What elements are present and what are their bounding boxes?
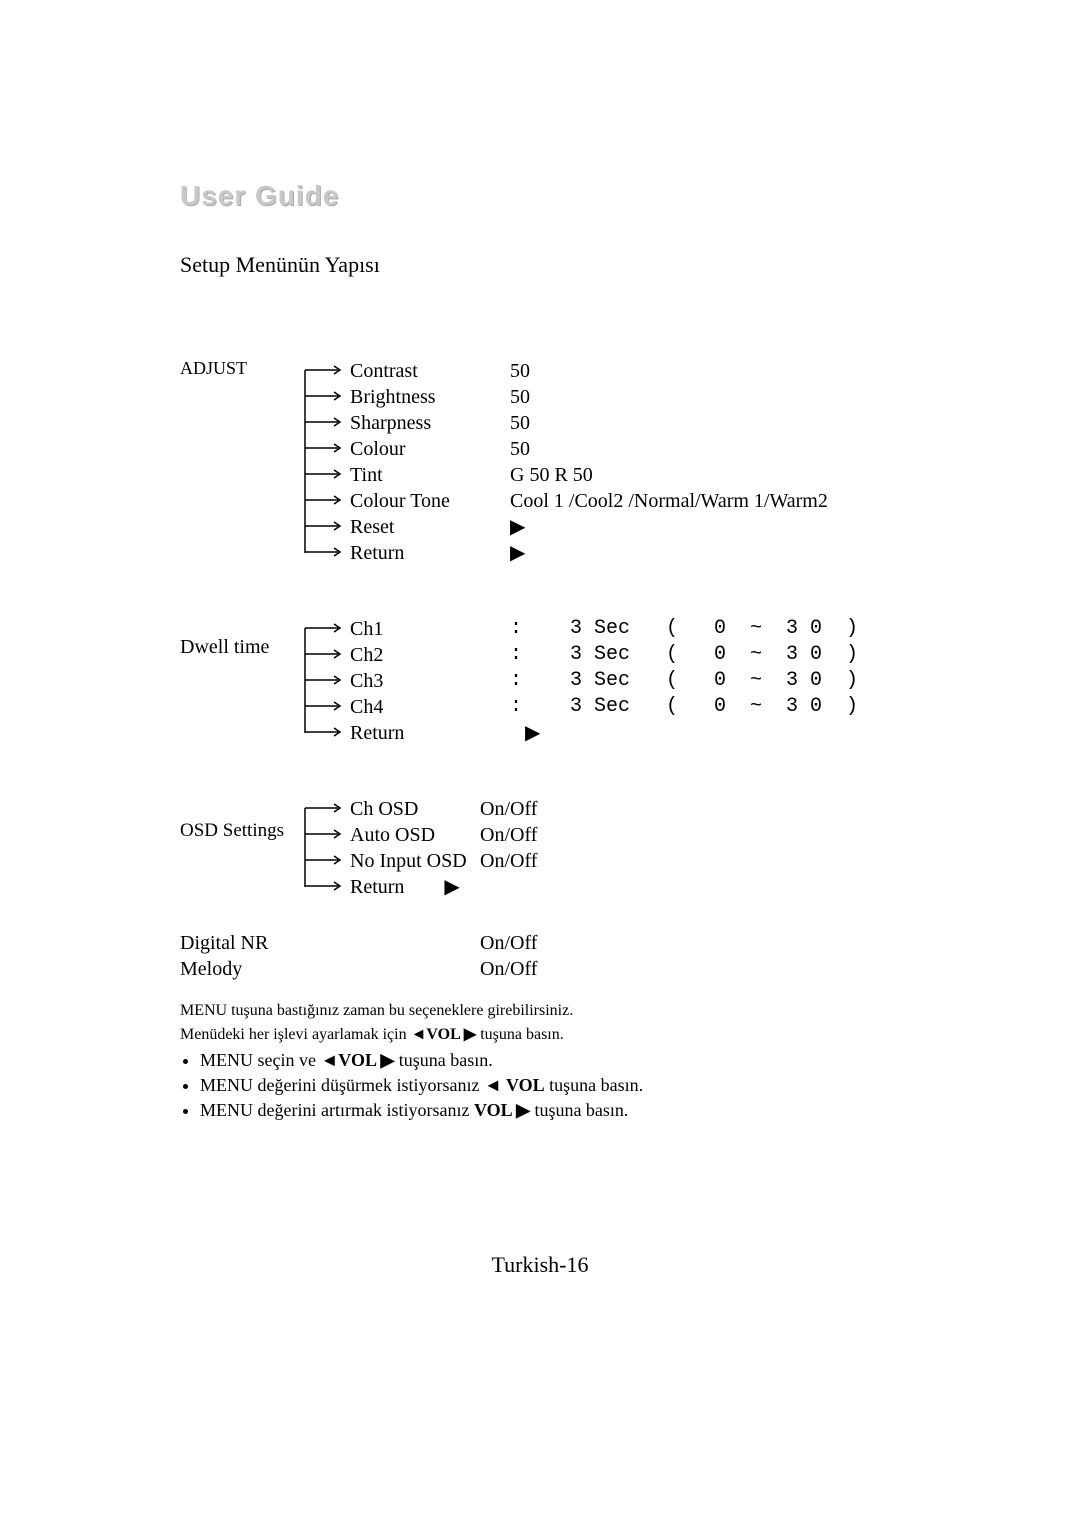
instr-bold: ◄VOL ▶ bbox=[411, 1026, 477, 1043]
adjust-items: Contrast Brightness Sharpness Colour Tin… bbox=[350, 358, 510, 566]
instruction-line: Menüdeki her işlevi ayarlamak için ◄VOL … bbox=[180, 1024, 930, 1044]
menu-item: Reset bbox=[350, 514, 510, 540]
menu-value: ▶ bbox=[510, 514, 930, 540]
menu-value: 50 bbox=[510, 436, 930, 462]
menu-item: Return bbox=[350, 540, 510, 566]
simple-row: Melody On/Off bbox=[180, 956, 930, 982]
instr-text: Menüdeki her işlevi ayarlamak için bbox=[180, 1026, 411, 1043]
adjust-label: ADJUST bbox=[180, 358, 300, 566]
dwell-tree bbox=[300, 616, 350, 746]
bullet-item: MENU değerini artırmak istiyorsanız VOL … bbox=[200, 1100, 930, 1121]
menu-value: ▶ bbox=[510, 720, 930, 746]
menu-item: Sharpness bbox=[350, 410, 510, 436]
simple-value: On/Off bbox=[480, 956, 930, 982]
menu-value: ▶ bbox=[510, 540, 930, 566]
osd-tree bbox=[300, 796, 350, 900]
menu-value: On/Off bbox=[480, 848, 930, 874]
adjust-tree bbox=[300, 358, 350, 566]
bullet-bold: ◄ VOL bbox=[484, 1075, 545, 1095]
menu-value: : 3 Sec ( 0 ~ 3 0 ) bbox=[510, 642, 930, 668]
bullet-bold: ◄VOL ▶ bbox=[320, 1050, 394, 1070]
bullet-text: tuşuna basın. bbox=[530, 1100, 629, 1120]
menu-item: Colour bbox=[350, 436, 510, 462]
adjust-values: 50 50 50 50 G 50 R 50 Cool 1 /Cool2 /Nor… bbox=[510, 358, 930, 566]
menu-item: Ch2 bbox=[350, 642, 510, 668]
menu-item: Ch4 bbox=[350, 694, 510, 720]
simple-value: On/Off bbox=[480, 930, 930, 956]
menu-value: : 3 Sec ( 0 ~ 3 0 ) bbox=[510, 668, 930, 694]
dwell-block: Dwell time Ch1 Ch2 Ch3 Ch4 Return : 3 bbox=[180, 616, 930, 746]
osd-label: OSD Settings bbox=[180, 796, 300, 900]
dwell-values: : 3 Sec ( 0 ~ 3 0 ) : 3 Sec ( 0 ~ 3 0 ) … bbox=[510, 616, 930, 746]
instruction-bullets: MENU seçin ve ◄VOL ▶ tuşuna basın. MENU … bbox=[180, 1050, 930, 1121]
menu-item: Tint bbox=[350, 462, 510, 488]
guide-title: User Guide bbox=[180, 180, 930, 212]
simple-rows: Digital NR On/Off Melody On/Off bbox=[180, 930, 930, 982]
tree-icon bbox=[300, 796, 350, 906]
instructions: MENU tuşuna bastığınız zaman bu seçenekl… bbox=[180, 1002, 930, 1121]
menu-value: 50 bbox=[510, 358, 930, 384]
osd-block: OSD Settings Ch OSD Auto OSD No Input OS… bbox=[180, 796, 930, 900]
menu-value: G 50 R 50 bbox=[510, 462, 930, 488]
menu-item: Ch1 bbox=[350, 616, 510, 642]
menu-value: Cool 1 /Cool2 /Normal/Warm 1/Warm2 bbox=[510, 488, 930, 514]
simple-row: Digital NR On/Off bbox=[180, 930, 930, 956]
menu-value: On/Off bbox=[480, 822, 930, 848]
menu-item: Brightness bbox=[350, 384, 510, 410]
menu-value: : 3 Sec ( 0 ~ 3 0 ) bbox=[510, 694, 930, 720]
page: User Guide Setup Menünün Yapısı ADJUST bbox=[0, 0, 1080, 1528]
tree-icon bbox=[300, 358, 350, 568]
dwell-label: Dwell time bbox=[180, 616, 300, 746]
menu-value: 50 bbox=[510, 384, 930, 410]
tree-icon bbox=[300, 616, 350, 751]
menu-value: 50 bbox=[510, 410, 930, 436]
menu-item: Colour Tone bbox=[350, 488, 510, 514]
menu-value: : 3 Sec ( 0 ~ 3 0 ) bbox=[510, 616, 930, 642]
osd-values: On/Off On/Off On/Off bbox=[480, 796, 930, 900]
bullet-item: MENU seçin ve ◄VOL ▶ tuşuna basın. bbox=[200, 1050, 930, 1071]
simple-label: Digital NR bbox=[180, 930, 510, 956]
instruction-line: MENU tuşuna bastığınız zaman bu seçenekl… bbox=[180, 1002, 930, 1020]
menu-item: Return bbox=[350, 720, 510, 746]
bullet-text: tuşuna basın. bbox=[394, 1050, 493, 1070]
bullet-item: MENU değerini düşürmek istiyorsanız ◄ VO… bbox=[200, 1075, 930, 1096]
simple-label: Melody bbox=[180, 956, 510, 982]
menu-item: Contrast bbox=[350, 358, 510, 384]
adjust-block: ADJUST Contrast Brightness Sharpness bbox=[180, 358, 930, 566]
bullet-text: MENU seçin ve bbox=[200, 1050, 320, 1070]
bullet-bold: VOL ▶ bbox=[474, 1100, 530, 1120]
section-title: Setup Menünün Yapısı bbox=[180, 252, 930, 278]
instr-text: tuşuna basın. bbox=[476, 1026, 564, 1043]
bullet-text: MENU değerini düşürmek istiyorsanız bbox=[200, 1075, 484, 1095]
menu-value bbox=[480, 874, 930, 900]
menu-item: Ch3 bbox=[350, 668, 510, 694]
bullet-text: tuşuna basın. bbox=[545, 1075, 644, 1095]
bullet-text: MENU değerini artırmak istiyorsanız bbox=[200, 1100, 474, 1120]
menu-value: On/Off bbox=[480, 796, 930, 822]
page-number: Turkish-16 bbox=[0, 1252, 1080, 1278]
dwell-items: Ch1 Ch2 Ch3 Ch4 Return bbox=[350, 616, 510, 746]
